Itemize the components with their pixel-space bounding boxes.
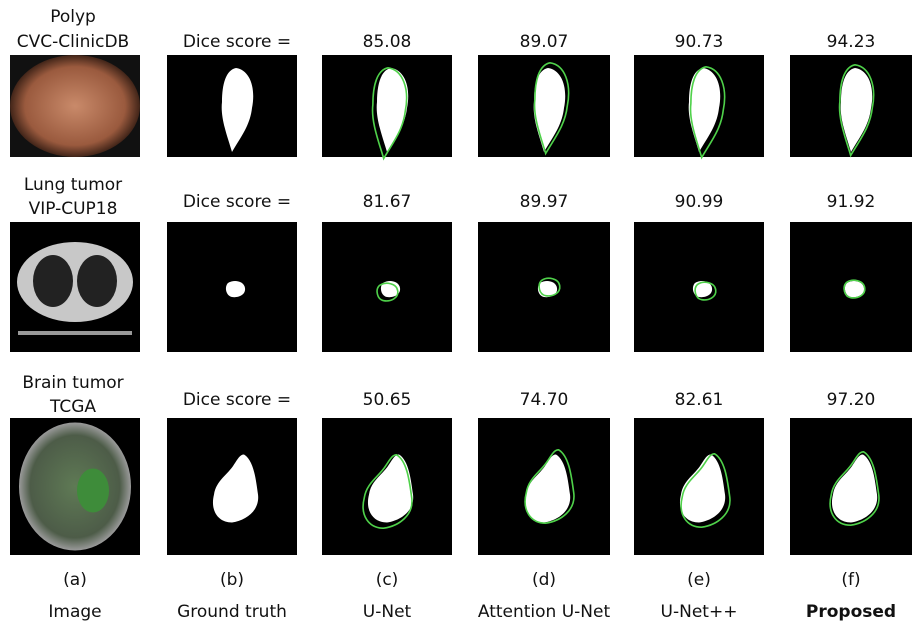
column-letter: (f) xyxy=(841,570,860,590)
column-name: Image xyxy=(48,602,101,622)
segmentation-mask xyxy=(226,281,245,297)
column-letter: (c) xyxy=(376,570,399,590)
column-name: Attention U-Net xyxy=(478,602,611,622)
column-letter: (a) xyxy=(63,570,87,590)
dataset-label: Brain tumor xyxy=(22,373,123,393)
ct-lung xyxy=(77,255,117,307)
dataset-label: VIP-CUP18 xyxy=(29,199,118,219)
column-name: U-Net xyxy=(363,602,412,622)
dice-score: 85.08 xyxy=(363,32,412,52)
score-label: Dice score = xyxy=(183,192,291,212)
column-name: Proposed xyxy=(806,602,896,622)
dataset-label: Lung tumor xyxy=(24,175,122,195)
brain xyxy=(19,423,131,551)
page: {"rows": [ {"dataset": ["Polyp", "CVC-Cl… xyxy=(0,0,912,627)
column-letter: (d) xyxy=(532,570,556,590)
score-label: Dice score = xyxy=(183,32,291,52)
dice-score: 97.20 xyxy=(827,390,876,410)
score-label: Dice score = xyxy=(183,390,291,410)
dice-score: 82.61 xyxy=(675,390,724,410)
dice-score: 90.99 xyxy=(675,192,724,212)
dice-score: 74.70 xyxy=(520,390,569,410)
ct-table xyxy=(18,331,132,335)
column-name: U-Net++ xyxy=(661,602,738,622)
dice-score: 94.23 xyxy=(827,32,876,52)
dice-score: 91.92 xyxy=(827,192,876,212)
column-name: Ground truth xyxy=(177,602,287,622)
dice-score: 90.73 xyxy=(675,32,724,52)
dataset-label: CVC-ClinicDB xyxy=(17,32,129,52)
column-letter: (b) xyxy=(220,570,244,590)
dice-score: 81.67 xyxy=(363,192,412,212)
brain-lesion xyxy=(77,469,109,513)
figure: Polyp CVC-ClinicDB Dice score = 85.08 89.07 9… xyxy=(0,0,912,627)
polyp-tissue xyxy=(10,55,140,157)
column-letter: (e) xyxy=(687,570,711,590)
ct-lung xyxy=(33,255,73,307)
dataset-label: Polyp xyxy=(50,7,96,27)
dice-score: 89.97 xyxy=(520,192,569,212)
dice-score: 50.65 xyxy=(363,390,412,410)
dice-score: 89.07 xyxy=(520,32,569,52)
dataset-label: TCGA xyxy=(49,397,96,417)
